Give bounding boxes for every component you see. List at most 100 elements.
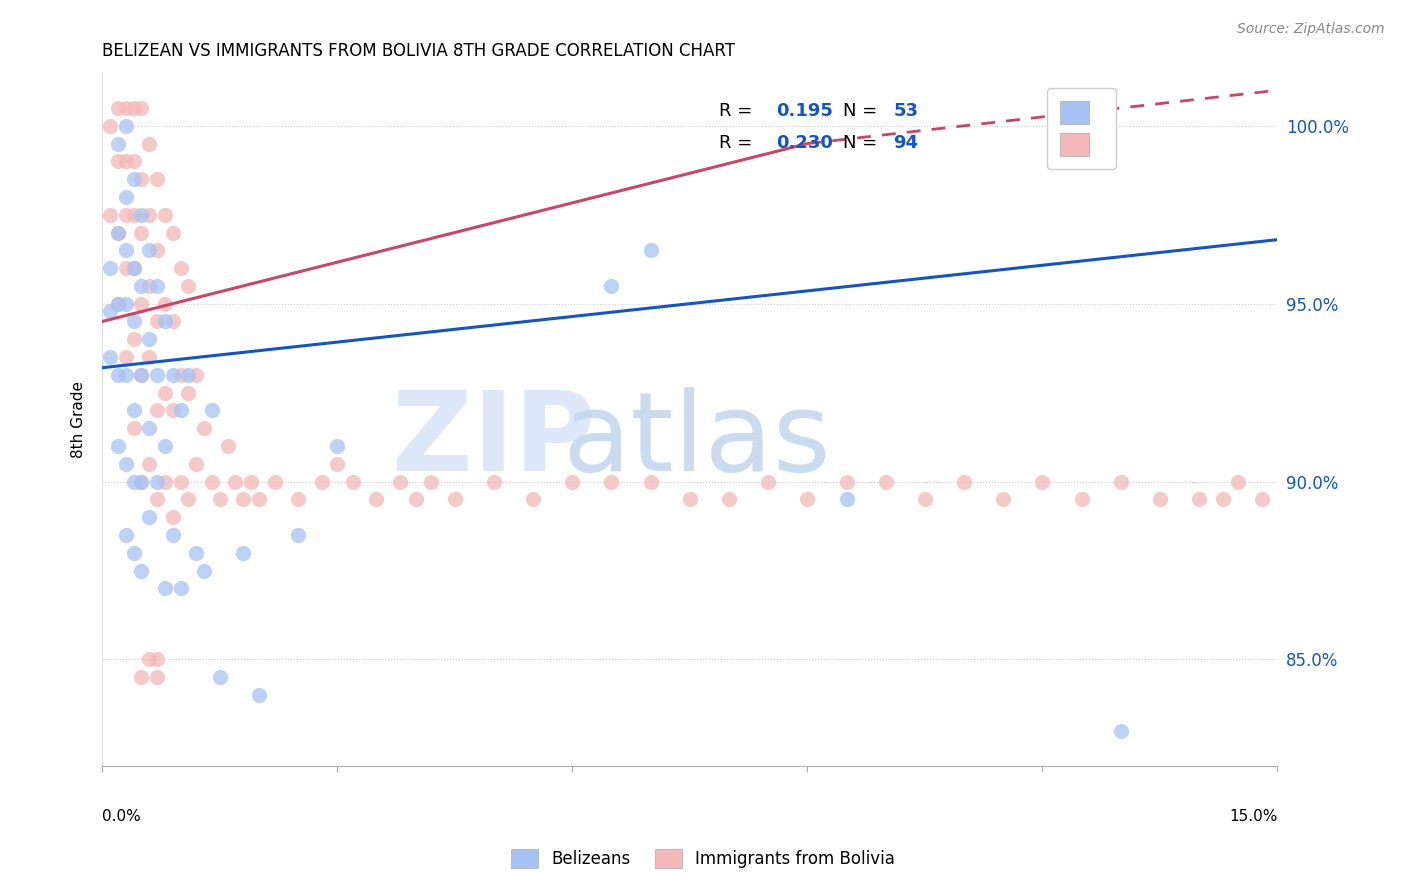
Point (146, 652, 169, 666)
Point (247, 492, 270, 507)
Point (138, 208, 160, 222)
Point (153, 296, 176, 310)
Point (208, 492, 231, 507)
Point (1188, 492, 1211, 507)
Point (114, 368, 136, 382)
Point (146, 475, 169, 489)
Point (138, 652, 160, 666)
Point (122, 314, 145, 328)
Point (131, 226, 153, 240)
Point (122, 546, 145, 560)
Point (240, 475, 263, 489)
Point (177, 492, 200, 507)
Point (138, 279, 160, 293)
Point (482, 475, 505, 489)
Point (287, 528, 309, 542)
Point (107, 296, 129, 310)
Point (914, 492, 936, 507)
Point (98, 303, 121, 318)
Point (186, 457, 208, 471)
Point (98, 261, 121, 276)
Point (405, 492, 427, 507)
Point (263, 475, 285, 489)
Point (640, 244, 662, 258)
Point (326, 439, 349, 453)
Point (326, 457, 349, 471)
Text: 15.0%: 15.0% (1229, 809, 1278, 824)
Point (131, 172, 153, 186)
Point (186, 546, 208, 560)
Point (153, 314, 176, 328)
Point (146, 244, 169, 258)
Point (420, 475, 443, 489)
Point (169, 261, 191, 276)
Point (114, 190, 136, 204)
Point (232, 546, 254, 560)
Point (1031, 475, 1053, 489)
Text: BELIZEAN VS IMMIGRANTS FROM BOLIVIA 8TH GRADE CORRELATION CHART: BELIZEAN VS IMMIGRANTS FROM BOLIVIA 8TH … (103, 42, 735, 60)
Point (138, 350, 160, 364)
Point (193, 421, 215, 435)
Point (311, 475, 333, 489)
Point (153, 385, 176, 400)
Point (153, 208, 176, 222)
Point (131, 564, 153, 578)
Point (98, 350, 121, 364)
Point (1227, 475, 1250, 489)
Point (1149, 492, 1171, 507)
Point (146, 670, 169, 684)
Point (107, 154, 129, 169)
Point (232, 492, 254, 507)
Point (131, 670, 153, 684)
Point (153, 439, 176, 453)
Point (107, 226, 129, 240)
Point (122, 332, 145, 346)
Point (131, 368, 153, 382)
Point (718, 492, 741, 507)
Point (122, 172, 145, 186)
Point (186, 368, 208, 382)
Point (122, 475, 145, 489)
Point (114, 119, 136, 133)
Point (114, 208, 136, 222)
Point (138, 421, 160, 435)
Point (146, 368, 169, 382)
Point (122, 403, 145, 417)
Point (169, 475, 191, 489)
Point (177, 368, 200, 382)
Point (835, 492, 858, 507)
Point (177, 279, 200, 293)
Point (1109, 475, 1132, 489)
Point (953, 475, 976, 489)
Point (122, 101, 145, 115)
Text: R =: R = (720, 134, 758, 153)
Point (122, 261, 145, 276)
Point (177, 385, 200, 400)
Text: 0.195: 0.195 (776, 102, 832, 120)
Point (640, 475, 662, 489)
Point (131, 475, 153, 489)
Point (146, 314, 169, 328)
Text: atlas: atlas (562, 386, 831, 493)
Point (217, 439, 239, 453)
Point (146, 172, 169, 186)
Point (138, 332, 160, 346)
Point (138, 136, 160, 151)
Text: N =: N = (842, 134, 883, 153)
Point (114, 457, 136, 471)
Point (224, 475, 246, 489)
Point (122, 261, 145, 276)
Point (153, 582, 176, 596)
Point (138, 457, 160, 471)
Text: N =: N = (842, 102, 883, 120)
Point (796, 492, 818, 507)
Point (342, 475, 364, 489)
Point (146, 403, 169, 417)
Point (201, 403, 224, 417)
Point (153, 475, 176, 489)
Point (756, 475, 779, 489)
Point (114, 101, 136, 115)
Point (1070, 492, 1092, 507)
Point (287, 492, 309, 507)
Point (208, 670, 231, 684)
